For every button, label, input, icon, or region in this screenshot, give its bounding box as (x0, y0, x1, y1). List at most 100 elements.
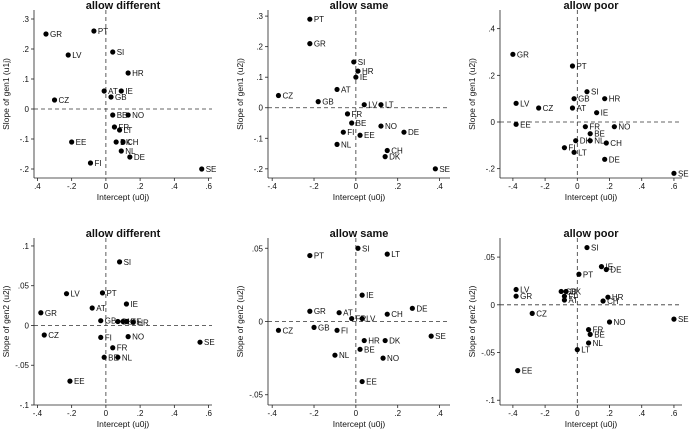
point-label: DE (130, 318, 141, 327)
x-tick-label: -.4 (268, 182, 278, 191)
panel-6: allow poor -.4 -.2 0 .2 .4 .6 -.1 -.05 0 .05 Interc… (467, 228, 689, 429)
x-tick-label: .2 (606, 409, 613, 418)
point-label: DE (416, 304, 427, 313)
x-tick-label: .4 (638, 409, 645, 418)
data-point-at (561, 297, 568, 303)
point-label: GB (565, 287, 577, 296)
x-tick-label: .4 (436, 409, 443, 418)
data-point-ch (384, 147, 390, 154)
data-point-ch (600, 298, 606, 304)
data-point-lv (361, 102, 367, 108)
point-label: CZ (543, 104, 554, 113)
data-point-cz (275, 327, 282, 333)
x-tick-label: .2 (394, 182, 401, 191)
x-tick-label: 0 (354, 409, 359, 418)
y-tick-label: .05 (484, 253, 496, 262)
data-point-pt (576, 271, 582, 277)
data-point-no (378, 123, 384, 129)
data-point-be (357, 346, 363, 352)
y-tick-label: -.1 (486, 396, 496, 405)
data-point-ie (353, 74, 359, 80)
x-tick-label: 0 (575, 182, 580, 191)
point-label: CZ (48, 331, 59, 340)
data-point-at (101, 88, 107, 94)
point-label: LV (520, 99, 530, 108)
panel-title: allow poor (564, 228, 620, 240)
data-point-ee (359, 378, 365, 385)
y-tick-label: .1 (256, 73, 263, 82)
data-point-dk (563, 288, 569, 295)
data-point-lv (513, 286, 519, 293)
data-point-si (351, 59, 357, 65)
point-label: HR (132, 69, 144, 78)
point-label: EE (520, 120, 531, 129)
x-tick-label: 0 (104, 182, 109, 191)
point-label: GB (318, 323, 330, 332)
y-tick-label: -.05 (15, 361, 29, 370)
data-point-ie (594, 110, 600, 116)
point-label: BE (117, 111, 128, 120)
point-label: BE (356, 119, 367, 128)
panel-3: allow poor -.4 -.2 0 .2 .4 .6 -.2 0 .2 .4 Intercept… (467, 0, 689, 202)
point-label: DK (389, 153, 401, 162)
point-label: CZ (282, 326, 293, 335)
point-label: GR (50, 30, 62, 39)
data-point-pt (569, 63, 576, 69)
y-tick-label: .2 (256, 43, 263, 52)
panel-2: allow same -.4 -.2 0 .2 .4 -.2 -.1 0 .1 .2 .3 Interc… (235, 0, 450, 202)
point-label: DE (134, 153, 145, 162)
point-label: DE (408, 128, 419, 137)
data-point-lv (65, 52, 71, 58)
x-axis-title: Intercept (u0j) (333, 192, 386, 202)
data-point-dk (113, 139, 119, 145)
point-label: GB (578, 95, 590, 104)
data-point-cz (41, 332, 47, 338)
data-point-ee (515, 368, 521, 374)
point-label: GR (520, 292, 532, 301)
data-point-at (334, 86, 340, 93)
point-label: IE (125, 87, 133, 96)
data-point-lv (359, 315, 365, 322)
data-point-nl (585, 340, 592, 346)
point-label: SI (362, 244, 370, 253)
y-tick-label: .1 (22, 242, 29, 251)
x-tick-label: 0 (104, 409, 109, 418)
x-tick-label: -.4 (508, 409, 518, 418)
data-point-no (380, 355, 386, 361)
data-point-lv (513, 100, 519, 106)
data-point-gb (108, 94, 114, 100)
point-label: SE (435, 332, 446, 341)
point-label: NL (593, 339, 604, 348)
point-label: NO (614, 318, 626, 327)
data-point-cz (51, 97, 58, 103)
x-tick-label: .2 (137, 409, 144, 418)
point-label: IE (605, 263, 613, 272)
point-label: FI (94, 159, 101, 168)
point-label: HR (612, 293, 624, 302)
data-point-gr (307, 308, 313, 314)
data-point-dk (382, 154, 388, 160)
data-point-de (603, 266, 609, 273)
x-tick-label: .6 (671, 409, 678, 418)
point-label: HR (137, 318, 149, 327)
x-tick-label: 0 (354, 182, 359, 191)
x-tick-label: .4 (171, 182, 178, 191)
data-point-pt (99, 290, 106, 296)
data-point-lt (384, 251, 390, 257)
point-label: PT (314, 15, 324, 24)
y-tick-label: 0 (25, 321, 30, 330)
y-axis-title: Slope of gen2 (u2j) (235, 285, 245, 357)
point-label: SE (204, 338, 215, 347)
y-tick-label: -.05 (481, 349, 495, 358)
point-label: SI (358, 58, 366, 67)
data-point-fi (334, 327, 340, 333)
panel-title: allow different (86, 0, 161, 12)
point-label: CZ (59, 96, 70, 105)
point-label: CH (127, 138, 139, 147)
data-point-cz (275, 92, 282, 99)
x-tick-label: .4 (171, 409, 178, 418)
data-point-se (671, 316, 677, 322)
point-label: AT (108, 87, 118, 96)
point-label: CH (391, 147, 403, 156)
